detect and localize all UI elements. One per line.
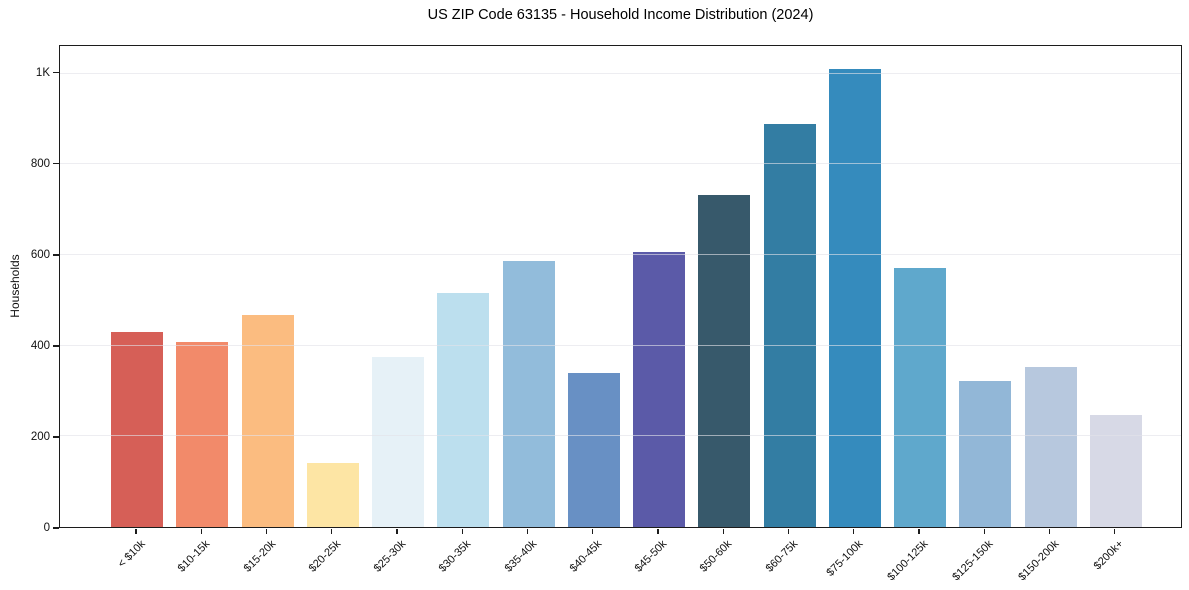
bar-11 (828, 69, 881, 527)
bar-1 (176, 342, 229, 527)
bar-6 (502, 261, 555, 527)
x-tick-label-5: $30-35k (437, 538, 474, 575)
x-tick-label-11: $75-100k (824, 538, 866, 579)
bar-15 (1089, 415, 1142, 527)
x-tick-label-3: $20-25k (306, 538, 344, 575)
x-tick-label-4: $25-30k (371, 538, 409, 575)
x-tick-label-13: $125-150k (950, 538, 996, 584)
x-tick-mark-14 (1048, 528, 1051, 535)
y-tick-label-200: 200 (30, 430, 50, 443)
gridline-600 (60, 254, 1181, 255)
plot-area (59, 45, 1182, 528)
bar-9 (698, 194, 751, 527)
bar-3 (306, 463, 359, 527)
x-tick-mark-11 (853, 528, 855, 535)
bar-7 (567, 372, 620, 527)
bar-5 (437, 293, 490, 527)
x-tick-mark-9 (722, 528, 724, 535)
x-tick-label-1: $10-15k (176, 538, 213, 575)
bar-13 (959, 381, 1012, 527)
bar-8 (633, 251, 685, 527)
gridline-400 (60, 344, 1181, 346)
x-tick-label-10: $60-75k (763, 538, 800, 575)
x-tick-label-7: $40-45k (567, 538, 605, 575)
gridline-1000 (60, 72, 1181, 74)
x-tick-mark-3 (331, 528, 333, 535)
bars-layer (60, 46, 1181, 527)
x-tick-mark-2 (265, 528, 268, 535)
bar-10 (763, 123, 816, 527)
bar-2 (241, 314, 294, 527)
x-tick-label-2: $15-20k (241, 538, 278, 575)
x-tick-label-0: < $10k (115, 538, 148, 571)
x-tick-mark-4 (396, 528, 398, 535)
x-tick-mark-6 (526, 528, 529, 535)
x-tick-label-15: $200k+ (1092, 538, 1127, 573)
x-tick-label-6: $35-40k (502, 538, 539, 575)
x-tick-mark-7 (592, 528, 594, 535)
x-tick-label-9: $50-60k (698, 538, 735, 575)
y-tick-label-0: 0 (43, 522, 50, 534)
x-tick-mark-0 (135, 528, 137, 535)
bar-0 (111, 332, 163, 527)
y-tick-label-600: 600 (30, 248, 50, 261)
x-tick-mark-8 (657, 528, 659, 535)
gridlines-layer (60, 46, 1181, 527)
bar-14 (1024, 366, 1077, 527)
x-tick-label-14: $150-200k (1015, 538, 1061, 584)
y-tick-label-400: 400 (30, 339, 50, 352)
y-tick-label-1K: 1K (35, 66, 50, 79)
gridline-200 (60, 435, 1181, 437)
bar-4 (372, 357, 424, 527)
x-tick-label-8: $45-50k (632, 538, 670, 575)
chart-title: US ZIP Code 63135 - Household Income Dis… (427, 7, 814, 23)
x-tick-mark-13 (983, 528, 985, 535)
x-tick-mark-10 (787, 528, 790, 535)
x-tick-mark-12 (918, 528, 920, 535)
y-tick-label-800: 800 (30, 157, 50, 170)
x-tick-mark-15 (1114, 528, 1116, 535)
y-axis-label: Households (8, 254, 22, 318)
x-tick-mark-5 (461, 528, 463, 535)
x-tick-mark-1 (200, 528, 202, 535)
gridline-800 (60, 163, 1181, 165)
x-tick-label-12: $100-125k (885, 538, 931, 584)
bar-12 (894, 267, 946, 527)
